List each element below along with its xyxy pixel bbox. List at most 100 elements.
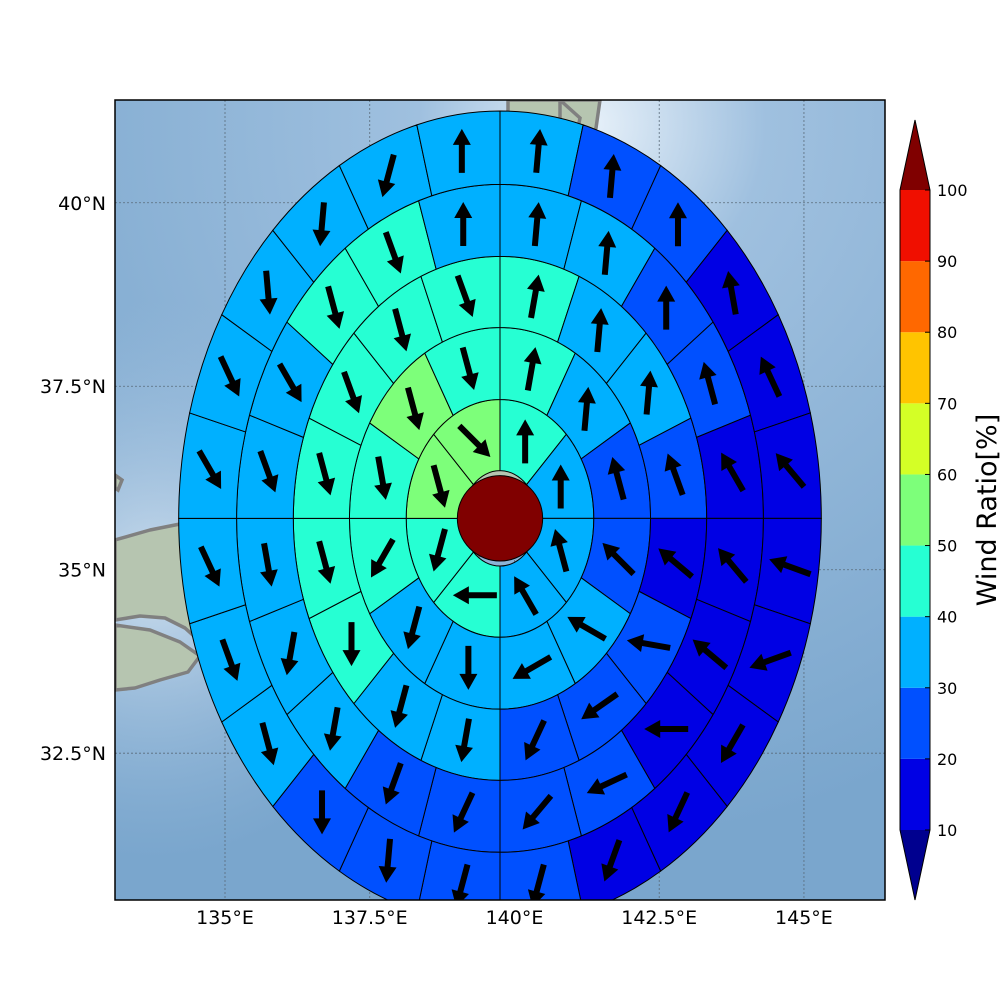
wind-arrow [601,839,623,882]
colorbar-bin [900,403,930,475]
wind-arrow [452,128,471,173]
wind-arrow [524,719,547,761]
wind-arrow [455,718,473,763]
wind-arrow [590,308,609,353]
land-shikoku [115,623,202,692]
wind-arrow [323,706,342,751]
wind-arrow [377,153,397,198]
wind-arrow [528,202,547,247]
colorbar-tick-label: 10 [937,821,957,840]
wind-arrow [316,452,336,496]
wind-arrow [699,361,719,406]
wind-arrow [527,274,545,319]
colorbar-bin [900,758,930,830]
wind-arrow [276,362,302,403]
colorbar-tick-label: 100 [937,181,968,200]
wind-arrow [759,356,783,398]
wind-arrow [626,634,671,652]
y-tick-label: 37.5°N [40,376,106,398]
wind-arrow [516,419,535,464]
colorbar-bin [900,616,930,688]
colorbar-tick-label: 80 [937,323,957,342]
wind-arrow [403,605,423,650]
colorbar-bin [900,687,930,759]
colorbar-tick-label: 20 [937,750,957,769]
wind-arrow [459,346,479,391]
x-tick-label: 137.5°E [332,907,408,929]
wind-arrow [721,452,746,493]
wind-arrow [257,450,279,493]
wind-arrow [342,622,361,667]
wind-arrow [452,586,497,605]
colorbar-over-extension [900,120,930,190]
wind-arrow [522,793,554,830]
wind-arrow [316,540,336,584]
colorbar-tick-label: 30 [937,679,957,698]
wind-arrow [658,548,694,579]
y-tick-label: 40°N [58,193,106,215]
wind-arrow [602,542,636,577]
colorbar-label: Wind Ratio[%] [972,414,1000,606]
wind-arrow [382,231,404,274]
wind-arrow [378,838,397,883]
wind-arrow [775,453,807,489]
colorbar-tick-label: 90 [937,252,957,271]
wind-arrow [550,528,570,573]
wind-arrow [603,154,622,199]
wind-arrow [667,791,690,833]
colorbar-bin [900,261,930,333]
sector-ring-5 [416,110,501,197]
wind-arrow [313,790,332,835]
wind-arrow [454,274,476,317]
map-area [115,100,885,900]
wind-arrow [551,464,570,509]
x-tick-label: 142.5°E [621,907,697,929]
wind-arrow [259,270,278,315]
wind-arrow [374,456,392,500]
wind-arrow [769,556,812,578]
wind-arrow [219,638,241,681]
colorbar-bin [900,474,930,546]
y-tick-label: 35°N [58,560,106,582]
colorbar-under-extension [900,830,930,900]
map-frame [114,99,886,901]
wind-arrow [260,542,278,587]
wind-arrow [567,616,607,642]
wind-arrow [640,370,658,415]
x-tick-labels: 135°E 137.5°E 140°E 142.5°E 145°E [196,907,833,929]
wind-arrow [405,386,424,431]
x-tick-label: 145°E [775,907,833,929]
colorbar-tick-label: 40 [937,608,957,627]
colorbar-bin [900,190,930,262]
wind-arrow [382,762,404,805]
land-kyushu-edge [115,472,125,493]
wind-arrow [512,654,553,679]
wind-arrow [454,202,473,247]
wind-arrow [392,308,412,352]
wind-arrow [196,449,222,490]
wind-arrow [312,202,331,247]
colorbar-bin [900,332,930,404]
sector-ring-5 [418,840,501,900]
wind-arrow [198,545,221,587]
wind-arrow [586,771,628,795]
wind-arrow [341,370,363,414]
x-tick-label: 135°E [196,907,254,929]
wind-arrow [692,639,729,671]
center-disc [456,475,544,562]
wind-arrow [430,464,450,508]
wind-arrow [259,721,279,766]
wind-arrow [657,285,676,330]
wind-arrow [523,347,542,391]
wind-arrow [452,791,476,833]
wind-arrow [514,576,539,616]
x-tick-label: 140°E [486,907,544,929]
colorbar-bin [900,545,930,617]
wind-arrow [217,355,241,397]
wind-arrow [529,128,548,174]
wind-arrow [577,386,596,432]
wind-arrow [664,453,686,496]
colorbar-tick-label: 50 [937,537,957,556]
wind-arrow [598,230,617,276]
